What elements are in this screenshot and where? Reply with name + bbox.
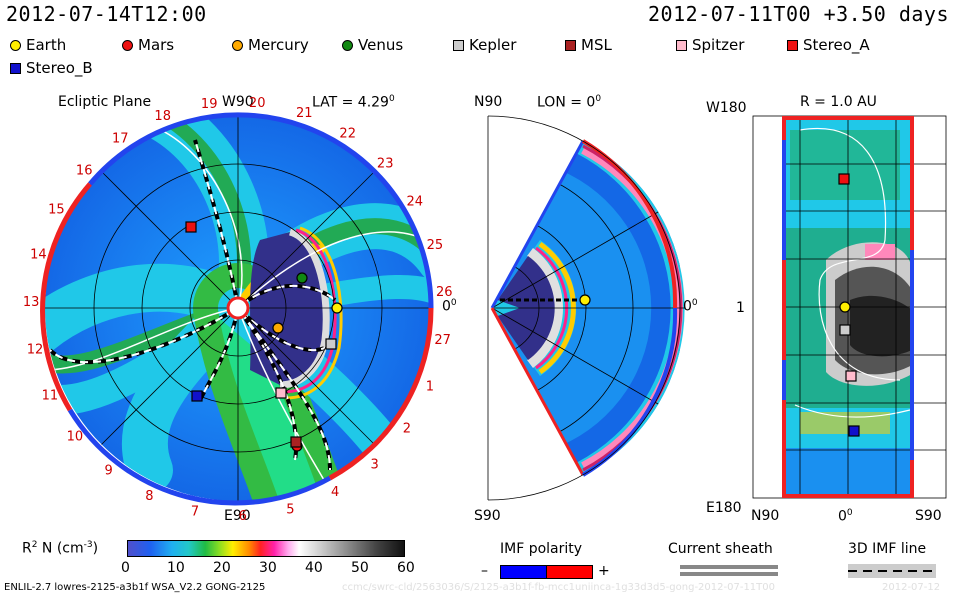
legend-label: Stereo_B	[26, 59, 93, 77]
ecliptic-tick-label: 7	[191, 505, 199, 520]
imf-line-title: 3D IMF line	[848, 541, 927, 557]
current-sheath-line-1	[680, 565, 778, 569]
square-marker-icon	[10, 62, 21, 74]
ecliptic-tick-label: 10	[67, 429, 84, 444]
square-marker-icon	[565, 39, 576, 51]
ecliptic-tick-label: 25	[427, 238, 444, 253]
latitude-label: LAT = 4.290	[312, 94, 395, 111]
radial-x-right: S90	[915, 508, 942, 524]
legend-item-kepler: Kepler	[453, 36, 516, 54]
ecliptic-title: Ecliptic Plane	[58, 94, 152, 110]
run-time: 2012-07-11T00 +3.50 days	[648, 2, 949, 26]
legend-label: Stereo_A	[803, 36, 870, 54]
circle-marker-icon	[122, 39, 133, 51]
legend-item-mercury: Mercury	[232, 36, 309, 54]
ecliptic-tick-label: 11	[42, 388, 59, 403]
model-info: ENLIL-2.7 lowres-2125-a3b1f WSA_V2.2 GON…	[4, 582, 266, 593]
ecliptic-tick-label: 6	[239, 509, 247, 524]
legend-label: Venus	[358, 36, 404, 54]
ecliptic-tick-label: 1	[426, 380, 434, 395]
ecliptic-tick-label: 9	[105, 464, 113, 479]
ecliptic-tick-label: 27	[434, 333, 451, 348]
colorbar-tick: 0	[121, 560, 130, 576]
colorbar-tick: 30	[259, 560, 277, 576]
circle-marker-icon	[232, 39, 243, 51]
radial-title: R = 1.0 AU	[800, 94, 877, 110]
legend-item-msl: MSL	[565, 36, 612, 54]
longitude-label: LON = 00	[537, 94, 602, 111]
square-marker-icon	[787, 39, 798, 51]
ecliptic-tick-label: 21	[296, 106, 313, 121]
ecliptic-tick-label: 24	[407, 194, 424, 209]
colorbar-tick: 60	[397, 560, 415, 576]
radial-x-mid: 00	[838, 508, 853, 525]
ecliptic-tick-label: 14	[30, 247, 47, 262]
imf-plus-label: +	[598, 563, 610, 579]
meridional-zero-label: 00	[683, 298, 698, 315]
ecliptic-tick-label: 16	[76, 164, 93, 179]
legend-label: Mercury	[248, 36, 309, 54]
radial-bottom-left: E180	[706, 500, 742, 516]
ecliptic-tick-label: 12	[27, 343, 44, 358]
legend-item-mars: Mars	[122, 36, 174, 54]
legend-item-earth: Earth	[10, 36, 66, 54]
legend-item-venus: Venus	[342, 36, 403, 54]
meridional-bottom-label: S90	[474, 508, 501, 524]
ecliptic-tick-label: 8	[145, 489, 153, 504]
ecliptic-tick-label: 18	[154, 109, 171, 124]
ecliptic-tick-label: 20	[249, 96, 266, 111]
simulation-time: 2012-07-14T12:00	[6, 2, 207, 26]
legend-label: Spitzer	[692, 36, 745, 54]
legend-item-stereo-b: Stereo_B	[10, 59, 93, 77]
legend-label: Kepler	[469, 36, 517, 54]
ecliptic-tick-label: 15	[48, 203, 65, 218]
imf-positive-swatch	[546, 565, 593, 579]
colorbar-tick: 50	[351, 560, 369, 576]
ecliptic-tick-label: 22	[339, 127, 356, 142]
date-stub: 2012-07-12	[882, 582, 941, 593]
legend-item-stereo-a: Stereo_A	[787, 36, 870, 54]
legend-label: MSL	[581, 36, 612, 54]
ecliptic-tick-label: 3	[371, 457, 379, 472]
colorbar-label: R2 N (cm-3)	[22, 540, 99, 557]
legend-label: Mars	[138, 36, 175, 54]
ecliptic-tick-label: 26	[436, 285, 453, 300]
ecliptic-top-label: W90	[222, 94, 254, 110]
imf-minus-label: –	[481, 563, 488, 579]
radial-x-left: N90	[751, 508, 780, 524]
ecliptic-tick-label: 17	[112, 132, 129, 147]
ecliptic-tick-label: 13	[23, 295, 40, 310]
colorbar-tick: 10	[167, 560, 185, 576]
colorbar-tick: 40	[305, 560, 323, 576]
ecliptic-tick-label: 5	[286, 502, 294, 517]
ecliptic-zero-label: 00	[442, 298, 457, 315]
square-marker-icon	[676, 39, 687, 51]
radial-top-left: W180	[706, 100, 747, 116]
ecliptic-bottom-label: E90	[224, 508, 251, 524]
ecliptic-tick-label: 2	[403, 422, 411, 437]
imf-polarity-title: IMF polarity	[500, 541, 583, 557]
legend-label: Earth	[26, 36, 67, 54]
current-sheath-title: Current sheath	[668, 541, 773, 557]
ecliptic-tick-label: 19	[201, 97, 218, 112]
watermark: ccmc/swrc-cld/2563036/S/2125-a3b1f-fb-mc…	[342, 582, 775, 593]
circle-marker-icon	[10, 39, 21, 51]
current-sheath-line-2	[680, 572, 778, 576]
square-marker-icon	[453, 39, 464, 51]
radial-mid-left: 1	[736, 300, 745, 316]
ecliptic-tick-label: 4	[331, 485, 339, 500]
imf-line-sample	[848, 564, 936, 578]
colorbar-tick: 20	[213, 560, 231, 576]
meridional-top-label: N90	[474, 94, 503, 110]
circle-marker-icon	[342, 39, 353, 51]
legend-item-spitzer: Spitzer	[676, 36, 744, 54]
imf-negative-swatch	[500, 565, 547, 579]
density-colorbar	[127, 540, 405, 557]
ecliptic-tick-label: 23	[377, 157, 394, 172]
